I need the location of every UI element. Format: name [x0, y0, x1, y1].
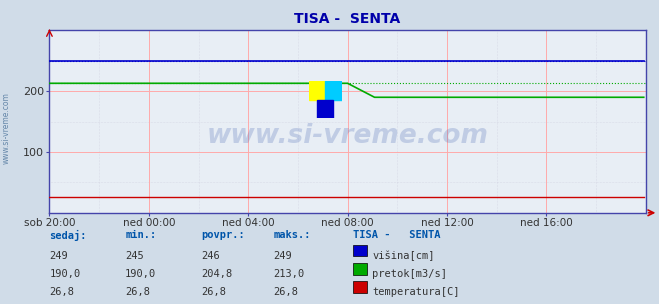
Text: 249: 249 [273, 251, 292, 261]
Text: 26,8: 26,8 [125, 287, 150, 297]
Text: temperatura[C]: temperatura[C] [372, 287, 460, 297]
Text: 204,8: 204,8 [201, 269, 232, 279]
Text: min.:: min.: [125, 230, 156, 240]
Text: www.si-vreme.com: www.si-vreme.com [207, 123, 488, 149]
Text: 26,8: 26,8 [273, 287, 299, 297]
Text: 26,8: 26,8 [49, 287, 74, 297]
Text: www.si-vreme.com: www.si-vreme.com [2, 92, 11, 164]
Text: povpr.:: povpr.: [201, 230, 244, 240]
Text: 246: 246 [201, 251, 219, 261]
Text: 213,0: 213,0 [273, 269, 304, 279]
Text: 245: 245 [125, 251, 144, 261]
Text: pretok[m3/s]: pretok[m3/s] [372, 269, 447, 279]
Text: višina[cm]: višina[cm] [372, 251, 435, 261]
Text: sedaj:: sedaj: [49, 230, 87, 240]
Text: TISA -   SENTA: TISA - SENTA [353, 230, 440, 240]
Text: maks.:: maks.: [273, 230, 311, 240]
Text: 190,0: 190,0 [49, 269, 80, 279]
Text: 190,0: 190,0 [125, 269, 156, 279]
Text: 26,8: 26,8 [201, 287, 226, 297]
Title: TISA -  SENTA: TISA - SENTA [295, 12, 401, 26]
Text: 249: 249 [49, 251, 68, 261]
